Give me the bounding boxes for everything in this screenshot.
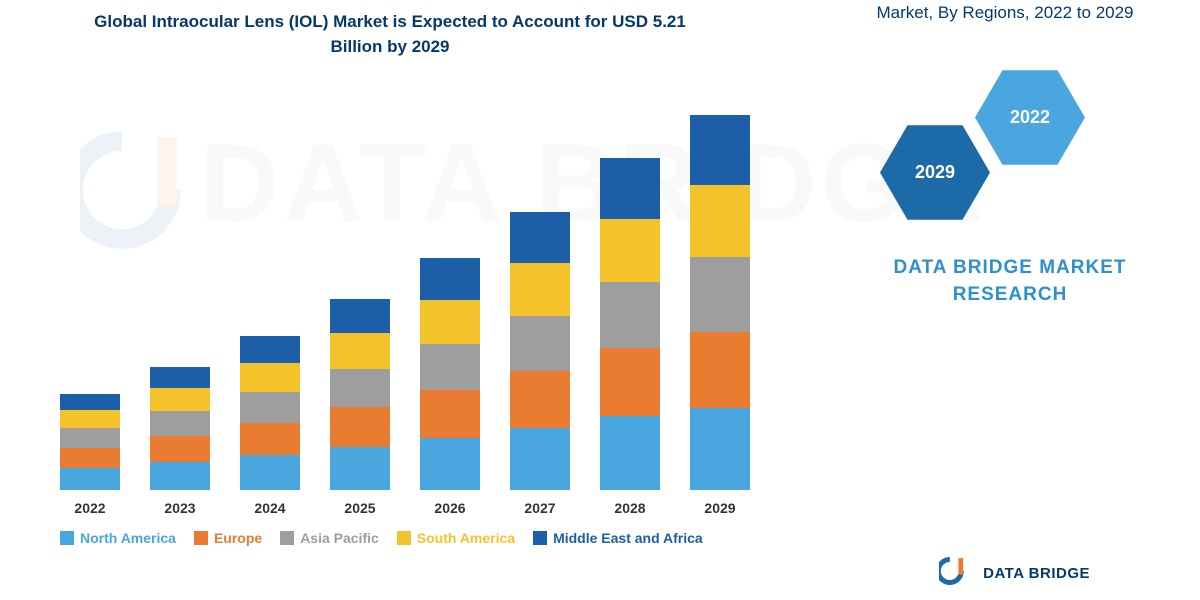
- bar-segment: [330, 299, 390, 333]
- bar-segment: [240, 392, 300, 423]
- brand-line2: RESEARCH: [953, 284, 1068, 305]
- bar-segment: [240, 455, 300, 490]
- hexagon-label: 2022: [1010, 107, 1050, 128]
- x-axis-label: 2028: [600, 500, 660, 516]
- bar-segment: [60, 410, 120, 428]
- bar-segment: [150, 388, 210, 411]
- bar-segment: [150, 462, 210, 490]
- legend-swatch: [194, 531, 208, 545]
- bar-column: [60, 394, 120, 490]
- bar-segment: [60, 468, 120, 490]
- year-hexagon: 2022: [975, 70, 1085, 165]
- x-axis-labels: 2022 2023 2024 2025 2026 2027 2028 2029: [60, 500, 800, 524]
- bar-segment: [60, 428, 120, 448]
- bar-column: [330, 299, 390, 490]
- bar-segment: [150, 411, 210, 436]
- bar-segment: [240, 423, 300, 455]
- bar-segment: [240, 336, 300, 363]
- bar-segment: [690, 332, 750, 408]
- legend-item: North America: [60, 530, 176, 546]
- bar-segment: [510, 371, 570, 428]
- legend-label: South America: [417, 530, 515, 546]
- x-axis-label: 2022: [60, 500, 120, 516]
- legend-label: North America: [80, 530, 176, 546]
- bar-segment: [420, 390, 480, 438]
- bar-segment: [60, 448, 120, 468]
- legend-item: Middle East and Africa: [533, 530, 703, 546]
- bar-segment: [600, 158, 660, 219]
- legend-swatch: [60, 531, 74, 545]
- legend-label: Asia Pacific: [300, 530, 379, 546]
- x-axis-label: 2026: [420, 500, 480, 516]
- year-hexagon: 2029: [880, 125, 990, 220]
- bar-segment: [330, 407, 390, 447]
- legend-label: Middle East and Africa: [553, 530, 703, 546]
- x-axis-label: 2023: [150, 500, 210, 516]
- bar-segment: [420, 344, 480, 390]
- legend-label: Europe: [214, 530, 262, 546]
- bar-segment: [60, 394, 120, 410]
- brand-line1: DATA BRIDGE MARKET: [894, 257, 1127, 278]
- legend-swatch: [280, 531, 294, 545]
- bar-column: [510, 212, 570, 490]
- bar-segment: [600, 348, 660, 416]
- bar-segment: [420, 300, 480, 344]
- x-axis-label: 2024: [240, 500, 300, 516]
- bar-segment: [690, 408, 750, 490]
- bar-segment: [150, 436, 210, 462]
- bar-segment: [600, 219, 660, 282]
- bar-column: [150, 367, 210, 490]
- x-axis-label: 2025: [330, 500, 390, 516]
- bar-segment: [150, 367, 210, 388]
- hexagon-label: 2029: [915, 162, 955, 183]
- chart-title: Global Intraocular Lens (IOL) Market is …: [80, 10, 700, 59]
- footer-logo-text: DATA BRIDGE: [983, 565, 1090, 582]
- bar-column: [600, 158, 660, 490]
- bar-segment: [600, 416, 660, 490]
- bar-segment: [420, 438, 480, 490]
- bar-segment: [510, 212, 570, 263]
- bar-segment: [330, 369, 390, 407]
- bar-segment: [510, 428, 570, 490]
- bar-segment: [330, 447, 390, 490]
- right-panel-title: Market, By Regions, 2022 to 2029: [840, 0, 1170, 26]
- bar-segment: [690, 115, 750, 185]
- bar-column: [240, 336, 300, 490]
- bar-column: [690, 115, 750, 490]
- databridge-logo-icon: [939, 553, 975, 594]
- bar-column: [420, 258, 480, 490]
- bar-segment: [600, 282, 660, 348]
- bar-segment: [690, 185, 750, 257]
- bar-segment: [510, 263, 570, 316]
- bar-segment: [240, 363, 300, 392]
- legend-item: Europe: [194, 530, 262, 546]
- legend-swatch: [533, 531, 547, 545]
- legend-swatch: [397, 531, 411, 545]
- x-axis-label: 2027: [510, 500, 570, 516]
- bar-segment: [330, 333, 390, 369]
- brand-text: DATA BRIDGE MARKET RESEARCH: [870, 255, 1150, 308]
- stacked-bar-chart: [60, 90, 800, 490]
- bar-segment: [510, 316, 570, 371]
- bar-segment: [690, 257, 750, 332]
- footer-logo: DATA BRIDGE: [939, 553, 1090, 594]
- legend-item: South America: [397, 530, 515, 546]
- year-hexagons: 2029 2022: [880, 70, 1140, 240]
- bar-segment: [420, 258, 480, 300]
- chart-legend: North America Europe Asia Pacific South Ame…: [60, 530, 840, 546]
- legend-item: Asia Pacific: [280, 530, 379, 546]
- x-axis-label: 2029: [690, 500, 750, 516]
